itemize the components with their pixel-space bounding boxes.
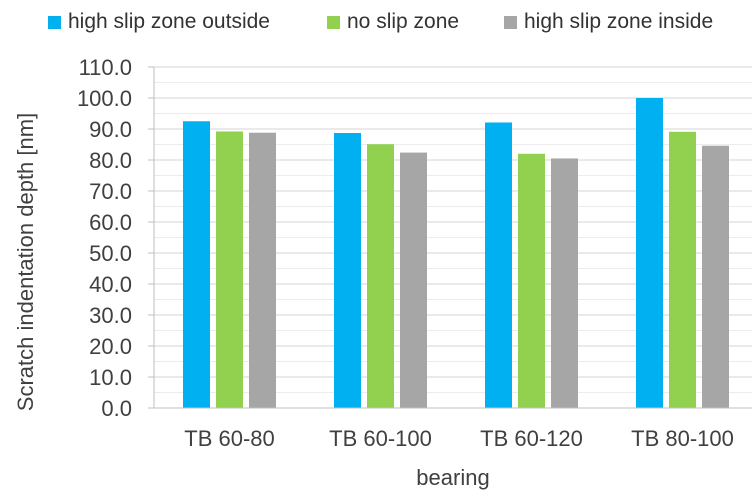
y-tick-label: 90.0 <box>89 117 132 142</box>
bar-3-4 <box>702 145 729 409</box>
y-tick-label: 50.0 <box>89 241 132 266</box>
y-tick-label: 10.0 <box>89 365 132 390</box>
legend-item-high-slip-outside: high slip zone outside <box>48 10 270 34</box>
bar-2-1 <box>216 131 243 409</box>
bar-2-2 <box>367 144 394 408</box>
x-tick-label: TB 80-100 <box>631 426 734 451</box>
bar-1-3 <box>485 122 512 409</box>
y-tick-label: 110.0 <box>79 55 132 80</box>
y-tick-label: 60.0 <box>89 210 132 235</box>
x-tick-label: TB 60-100 <box>329 426 432 451</box>
legend-item-high-slip-inside: high slip zone inside <box>504 10 713 34</box>
bars <box>183 98 729 409</box>
legend-swatch-no-slip <box>327 15 340 29</box>
y-tick-label: 20.0 <box>89 334 132 359</box>
x-tick-label: TB 60-80 <box>184 426 275 451</box>
bar-3-3 <box>551 158 578 408</box>
legend-label-high-slip-inside: high slip zone inside <box>524 10 714 33</box>
bar-2-3 <box>518 153 545 408</box>
bar-1-2 <box>334 133 361 408</box>
x-axis-label: bearing <box>416 465 490 490</box>
bar-1-4 <box>636 98 663 408</box>
bar-3-1 <box>249 132 276 408</box>
legend: high slip zone outside no slip zone high… <box>0 10 752 42</box>
y-tick-label: 40.0 <box>89 272 132 297</box>
legend-item-no-slip: no slip zone <box>327 10 459 34</box>
y-tick-label: 30.0 <box>89 303 132 328</box>
y-tick-label: 80.0 <box>89 148 132 173</box>
x-tick-label: TB 60-120 <box>480 426 583 451</box>
legend-swatch-high-slip-outside <box>48 15 61 29</box>
y-axis: 0.0 10.0 20.0 30.0 40.0 50.0 60.0 70.0 80.0 90.0 1… <box>77 55 155 421</box>
bar-2-4 <box>669 131 696 409</box>
y-tick-label: 0.0 <box>101 396 132 421</box>
legend-label-high-slip-outside: high slip zone outside <box>68 10 270 33</box>
y-tick-label: 100.0 <box>77 86 132 111</box>
y-axis-label: Scratch indentation depth [nm] <box>13 112 38 412</box>
bar-3-2 <box>400 152 427 408</box>
y-tick-label: 70.0 <box>89 179 132 204</box>
x-axis: TB 60-80 TB 60-100 TB 60-120 TB 80-100 <box>148 407 752 451</box>
legend-label-no-slip: no slip zone <box>347 10 460 33</box>
bar-1-1 <box>183 121 210 408</box>
legend-swatch-high-slip-inside <box>504 15 517 29</box>
